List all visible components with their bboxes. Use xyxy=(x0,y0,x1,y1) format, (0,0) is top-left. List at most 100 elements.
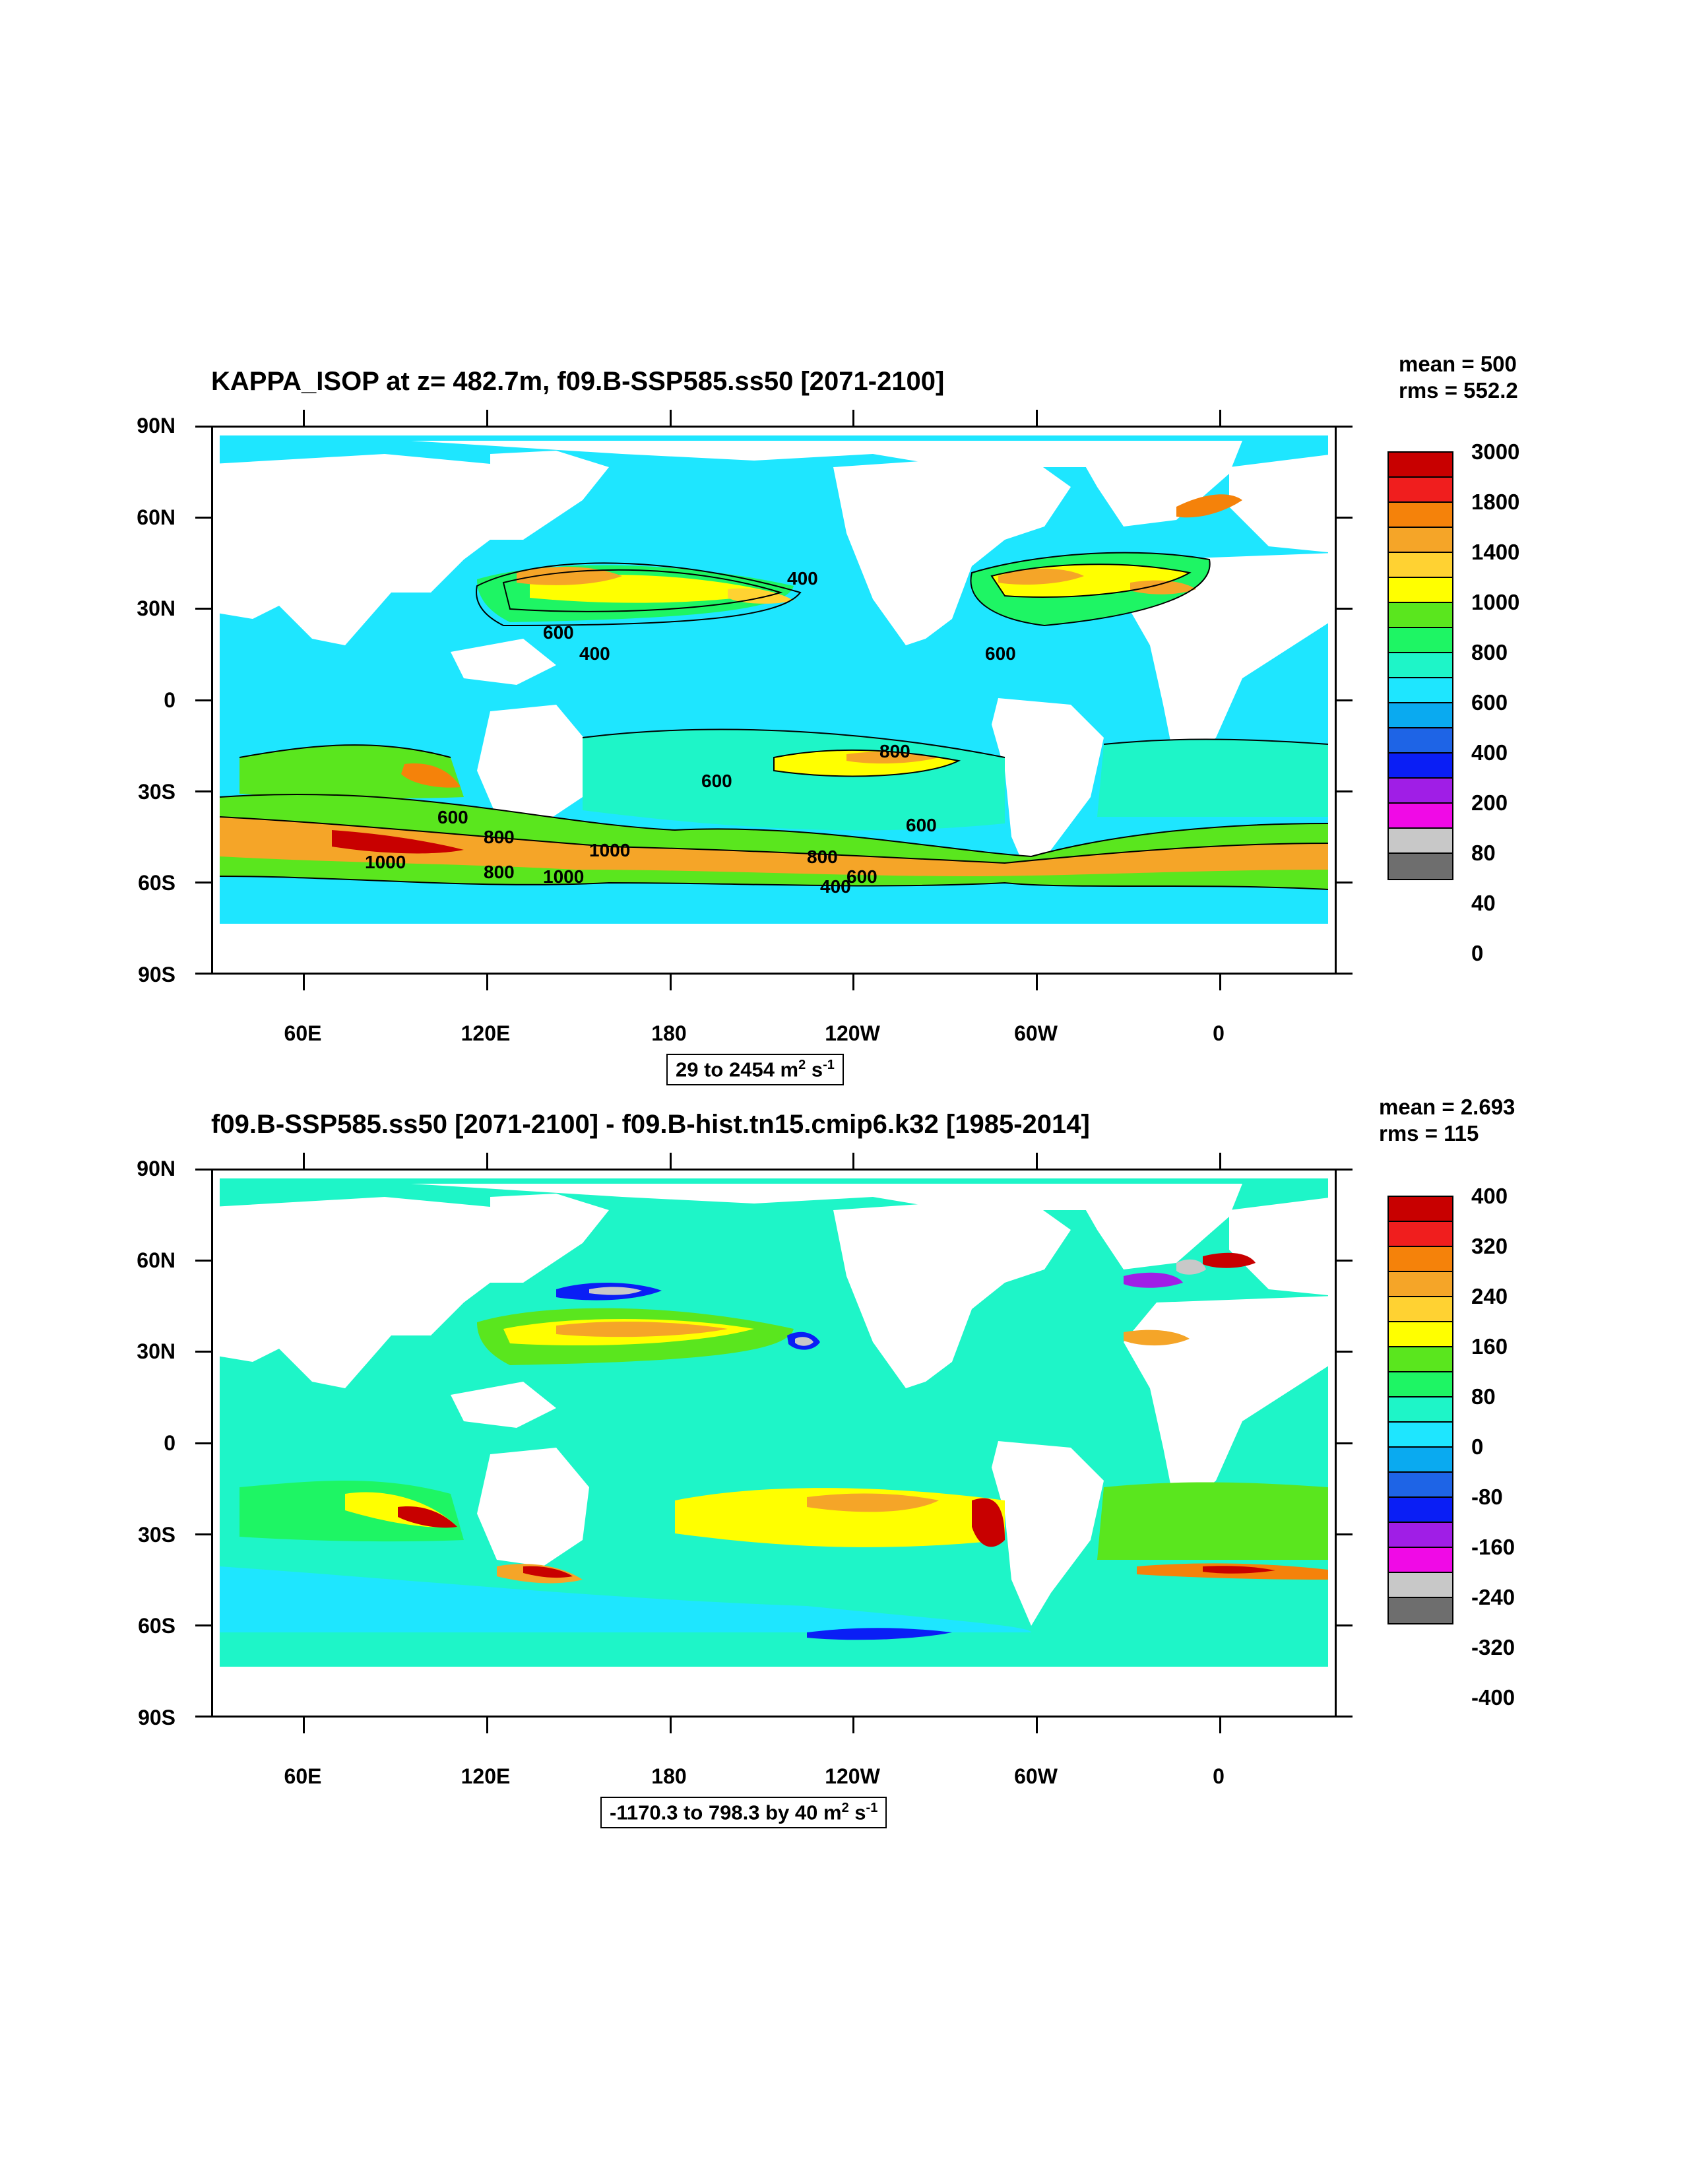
colorbar-label: 0 xyxy=(1471,1434,1484,1459)
x-tick xyxy=(852,1718,855,1733)
y-label: 30N xyxy=(137,1339,175,1363)
colorbar-label: 200 xyxy=(1471,790,1508,815)
color-swatch xyxy=(1389,1322,1452,1347)
x-tick xyxy=(486,975,488,990)
panel1-map: 600 400 400 600 800 600 600 800 1000 800… xyxy=(211,426,1337,975)
color-swatch xyxy=(1389,1397,1452,1423)
contour-label: 800 xyxy=(879,741,910,761)
y-tick xyxy=(195,973,211,975)
field-southern-peak xyxy=(332,830,464,854)
color-swatch xyxy=(1389,754,1452,779)
color-swatch xyxy=(1389,1523,1452,1548)
land-eurasia xyxy=(213,1197,517,1388)
y-tick xyxy=(1337,790,1353,792)
contour-label: 600 xyxy=(985,643,1016,664)
y-label: 30S xyxy=(138,780,175,804)
y-label: 0 xyxy=(164,688,175,712)
anomaly-sp-red xyxy=(972,1498,1005,1547)
land-australia xyxy=(477,705,589,823)
y-label: 90S xyxy=(138,963,175,986)
contour-label: 800 xyxy=(484,862,515,882)
panel1-mean: mean = 500 xyxy=(1399,352,1517,376)
anomaly-tasman-red xyxy=(523,1566,573,1578)
color-swatch xyxy=(1389,678,1452,703)
y-tick xyxy=(1337,1533,1353,1535)
y-label: 90S xyxy=(138,1706,175,1729)
field-natl-east xyxy=(1130,580,1196,594)
x-tick xyxy=(303,975,305,990)
x-label: 180 xyxy=(651,1021,687,1045)
color-swatch xyxy=(1389,628,1452,653)
land-asia-east xyxy=(490,451,609,540)
anomaly-natl-purple xyxy=(1124,1272,1183,1288)
panel2-range-box: -1170.3 to 798.3 by 40 m2 s-1 xyxy=(600,1797,887,1829)
colorbar-label: 400 xyxy=(1471,740,1508,765)
y-tick xyxy=(195,517,211,519)
y-tick xyxy=(195,1716,211,1718)
y-label: 30N xyxy=(137,596,175,620)
color-swatch xyxy=(1389,603,1452,628)
y-label: 60S xyxy=(138,871,175,895)
y-label: 90N xyxy=(137,414,175,437)
color-swatch xyxy=(1389,1372,1452,1397)
land-north-america xyxy=(833,1197,1071,1388)
colorbar-label: -240 xyxy=(1471,1585,1515,1609)
colorbar-label: -400 xyxy=(1471,1685,1515,1710)
colorbar-label: 0 xyxy=(1471,941,1484,965)
x-tick xyxy=(669,1153,672,1169)
x-tick xyxy=(1036,1718,1038,1733)
x-tick xyxy=(669,410,672,426)
colorbar-label: 80 xyxy=(1471,1384,1496,1409)
y-tick xyxy=(1337,426,1353,428)
contour-label: 400 xyxy=(820,876,851,897)
panel2-map-svg xyxy=(213,1171,1335,1716)
color-swatch xyxy=(1389,1423,1452,1448)
colorbar-label: 3000 xyxy=(1471,439,1520,464)
x-label: 120E xyxy=(461,1021,511,1045)
contour-label: 600 xyxy=(846,866,877,887)
y-tick xyxy=(1337,973,1353,975)
range-sup: -1 xyxy=(866,1801,878,1815)
x-tick xyxy=(669,975,672,990)
x-tick xyxy=(1036,1153,1038,1169)
y-tick xyxy=(1337,1260,1353,1262)
field-labrador xyxy=(1176,494,1242,518)
color-swatch xyxy=(1389,1598,1452,1623)
x-tick xyxy=(1219,1153,1221,1169)
color-swatch xyxy=(1389,1222,1452,1247)
contour-label: 600 xyxy=(906,815,937,835)
y-label: 60N xyxy=(137,505,175,529)
x-tick xyxy=(303,410,305,426)
y-label: 60S xyxy=(138,1614,175,1638)
contour-label: 600 xyxy=(543,622,574,643)
land-asia-east xyxy=(490,1194,609,1283)
panel1-rms: rms = 552.2 xyxy=(1399,378,1518,402)
color-swatch xyxy=(1389,1473,1452,1498)
y-tick xyxy=(195,1624,211,1626)
y-tick xyxy=(1337,1169,1353,1171)
colorbar-label: 1000 xyxy=(1471,590,1520,614)
land-europe-north xyxy=(1229,1197,1335,1296)
y-label: 60N xyxy=(137,1248,175,1272)
contour-label: 600 xyxy=(437,807,468,827)
y-tick xyxy=(195,608,211,610)
land-antarctica xyxy=(213,1667,1335,1716)
anomaly-npac-grey xyxy=(589,1287,642,1295)
x-tick xyxy=(486,1153,488,1169)
x-label: 60W xyxy=(1014,1764,1058,1788)
anomaly-southern-blue xyxy=(807,1628,952,1640)
y-tick xyxy=(1337,881,1353,883)
land-indonesia xyxy=(451,1382,556,1428)
y-tick xyxy=(195,1351,211,1353)
anomaly-sp-orange xyxy=(807,1493,939,1512)
color-swatch xyxy=(1389,1247,1452,1272)
colorbar-label: -80 xyxy=(1471,1485,1503,1509)
y-label: 0 xyxy=(164,1431,175,1455)
land-south-america xyxy=(992,1441,1104,1626)
color-swatch xyxy=(1389,1297,1452,1322)
y-tick xyxy=(195,426,211,428)
colorbar-label: -320 xyxy=(1471,1635,1515,1659)
contour-label: 1000 xyxy=(589,840,630,860)
color-swatch xyxy=(1389,578,1452,603)
panel2-mean: mean = 2.693 xyxy=(1379,1095,1515,1119)
